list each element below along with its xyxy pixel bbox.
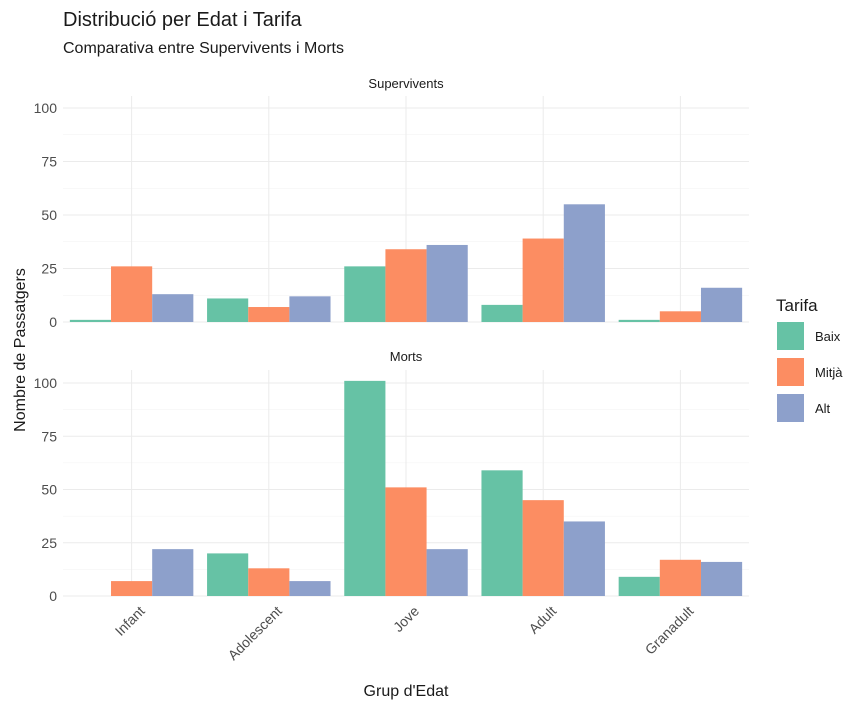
legend-key-mitjà	[777, 358, 804, 386]
plot-panels: 0 25 50 75 100 0 25 50 75 100	[34, 96, 749, 604]
bar-morts-adult-mitjà	[522, 500, 564, 596]
chart-subtitle: Comparativa entre Supervivents i Morts	[63, 40, 344, 57]
y-tick-label: 0	[49, 314, 57, 330]
bar-supervivents-infant-baix	[69, 319, 112, 322]
x-axis-ticks: Infant Adolescent Jove Adult Granadult	[112, 603, 697, 663]
bar-morts-granadult-mitjà	[659, 559, 701, 596]
bar-supervivents-adolescent-alt	[289, 296, 331, 322]
bar-supervivents-adolescent-baix	[207, 298, 249, 322]
bar-supervivents-adult-baix	[481, 304, 523, 322]
bar-supervivents-jove-mitjà	[385, 249, 427, 322]
y-tick-label: 75	[41, 154, 57, 170]
y-tick-label: 25	[41, 261, 57, 277]
panel-supervivents: 0 25 50 75 100	[34, 96, 749, 330]
legend-label: Mitjà	[815, 365, 843, 380]
legend-label: Alt	[815, 401, 831, 416]
bar-morts-adolescent-mitjà	[248, 568, 290, 596]
facet-label-morts: Morts	[390, 349, 423, 364]
x-tick-label: Infant	[112, 603, 148, 639]
y-tick-label: 0	[49, 588, 57, 604]
x-tick-label: Jove	[390, 603, 422, 635]
bar-morts-adolescent-baix	[207, 553, 249, 596]
legend-key-baix	[777, 322, 804, 350]
panel-morts: 0 25 50 75 100	[34, 370, 749, 604]
bar-morts-jove-alt	[426, 549, 468, 596]
y-tick-label: 50	[41, 207, 57, 223]
legend-title: Tarifa	[776, 296, 818, 315]
facet-label-supervivents: Supervivents	[368, 76, 444, 91]
y-tick-label: 50	[41, 482, 57, 498]
y-tick-label: 100	[34, 100, 58, 116]
bar-morts-infant-mitjà	[111, 581, 153, 596]
x-axis-label: Grup d'Edat	[364, 683, 449, 700]
bar-morts-adult-alt	[563, 521, 605, 596]
bar-morts-granadult-alt	[700, 561, 743, 596]
bar-supervivents-jove-alt	[426, 244, 468, 322]
x-tick-label: Granadult	[642, 603, 697, 658]
chart-title: Distribució per Edat i Tarifa	[63, 9, 303, 31]
bar-morts-adolescent-alt	[289, 581, 331, 596]
bar-morts-adult-baix	[481, 470, 523, 596]
y-tick-label: 75	[41, 428, 57, 444]
legend-key-alt	[777, 394, 804, 422]
bar-morts-granadult-baix	[618, 576, 660, 596]
y-tick-label: 25	[41, 535, 57, 551]
bar-supervivents-granadult-mitjà	[659, 311, 701, 322]
legend: Tarifa Baix Mitjà Alt	[776, 296, 843, 422]
bar-supervivents-adolescent-mitjà	[248, 307, 290, 322]
bar-supervivents-infant-alt	[152, 294, 194, 322]
bar-morts-jove-mitjà	[385, 487, 427, 596]
x-tick-label: Adult	[525, 603, 559, 637]
legend-label: Baix	[815, 329, 841, 344]
bar-supervivents-granadult-alt	[700, 287, 743, 322]
bar-supervivents-infant-mitjà	[111, 266, 153, 322]
bar-morts-jove-baix	[344, 380, 386, 596]
y-axis-label: Nombre de Passatgers	[12, 268, 29, 432]
y-tick-label: 100	[34, 375, 58, 391]
bar-supervivents-granadult-baix	[618, 319, 660, 322]
x-tick-label: Adolescent	[225, 603, 285, 663]
bar-supervivents-adult-mitjà	[522, 238, 564, 322]
bar-supervivents-jove-baix	[344, 266, 386, 322]
bar-morts-infant-alt	[152, 549, 194, 596]
bar-supervivents-adult-alt	[563, 204, 605, 322]
